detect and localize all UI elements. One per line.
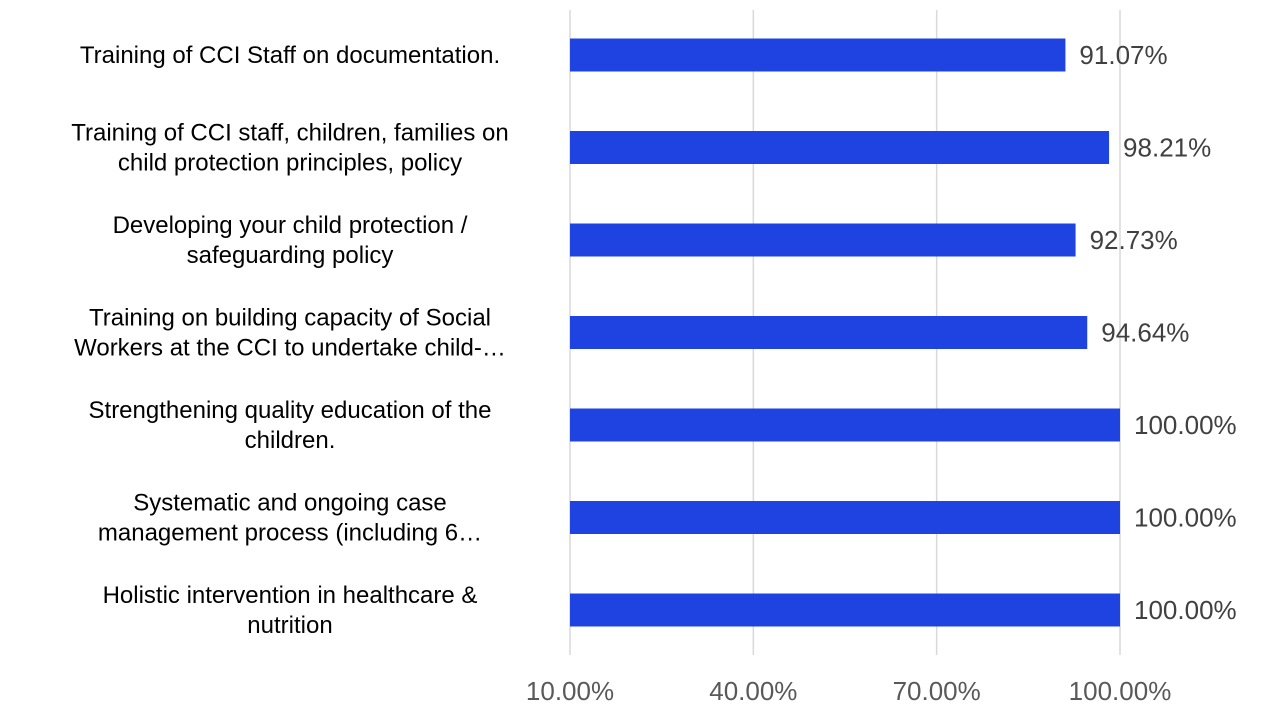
category-label-line: Strengthening quality education of the [89,397,492,424]
data-label: 100.00% [1134,595,1237,625]
category-label: Training of CCI Staff on documentation. [80,42,500,69]
data-label: 100.00% [1134,503,1237,533]
category-label: Strengthening quality education of the ch… [89,397,492,454]
category-label-line: Training of CCI Staff on documentation. [80,42,500,69]
category-label-line: Holistic intervention in healthcare & [103,582,478,609]
category-label-line: nutrition [247,612,332,639]
category-label: Systematic and ongoing case management pr… [98,490,482,547]
category-label-line: Developing your child protection / [113,212,468,239]
category-label: Developing your child protection / safegu… [113,212,468,269]
category-label-line: Training on building capacity of Social [89,305,491,332]
bar [570,408,1120,442]
bar [570,38,1066,72]
bar [570,131,1110,164]
category-label-line: Training of CCI staff, children, familie… [71,120,509,147]
value-labels: 91.07% 98.21% 92.73% 94.64% 100.00% 100.00% 10… [1079,40,1236,625]
category-label-line: children. [245,427,336,454]
category-label-line: Systematic and ongoing case [133,490,447,517]
category-label-line: Workers at the CCI to undertake child-… [74,335,506,362]
category-label-line: safeguarding policy [187,242,394,269]
x-tick-label: 10.00% [526,676,614,706]
category-labels: Training of CCI Staff on documentation. T… [71,42,509,639]
bars [570,38,1120,627]
bar [570,501,1120,534]
category-label: Training of CCI staff, children, familie… [71,120,509,177]
data-label: 98.21% [1123,133,1211,163]
bar [570,593,1120,627]
category-label: Training on building capacity of Social W… [74,305,506,362]
data-label: 91.07% [1079,40,1167,70]
data-label: 92.73% [1090,225,1178,255]
x-axis-tick-labels: 10.00% 40.00% 70.00% 100.00% [526,676,1171,706]
x-tick-label: 40.00% [709,676,797,706]
category-label-line: management process (including 6… [98,520,482,547]
data-label: 94.64% [1101,318,1189,348]
x-tick-label: 100.00% [1069,676,1172,706]
category-label-line: child protection principles, policy [118,150,462,177]
bar [570,223,1076,257]
x-tick-label: 70.00% [893,676,981,706]
category-label: Holistic intervention in healthcare & nut… [103,582,478,639]
data-label: 100.00% [1134,410,1237,440]
bar [570,316,1088,349]
